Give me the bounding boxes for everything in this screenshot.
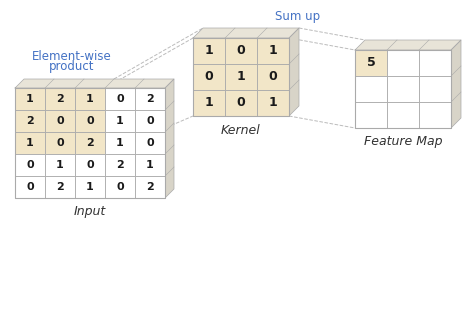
Bar bbox=[45, 154, 75, 176]
Bar bbox=[135, 88, 165, 110]
Text: 1: 1 bbox=[56, 160, 64, 170]
Bar bbox=[105, 88, 135, 110]
Text: 2: 2 bbox=[56, 94, 64, 104]
Bar bbox=[15, 154, 45, 176]
Bar bbox=[75, 176, 105, 198]
Text: 0: 0 bbox=[86, 116, 94, 126]
Text: 1: 1 bbox=[116, 138, 124, 148]
Polygon shape bbox=[289, 28, 299, 116]
Bar bbox=[193, 90, 225, 116]
Text: 0: 0 bbox=[237, 44, 246, 58]
Text: Element-wise: Element-wise bbox=[32, 50, 112, 63]
Bar bbox=[15, 88, 45, 110]
Text: 0: 0 bbox=[205, 71, 213, 83]
Text: 0: 0 bbox=[56, 138, 64, 148]
Bar bbox=[419, 50, 451, 76]
Text: 1: 1 bbox=[269, 44, 277, 58]
Bar bbox=[387, 76, 419, 102]
Text: 2: 2 bbox=[116, 160, 124, 170]
Polygon shape bbox=[355, 40, 461, 50]
Text: 1: 1 bbox=[205, 96, 213, 110]
Bar bbox=[355, 76, 387, 102]
Bar bbox=[135, 154, 165, 176]
Bar bbox=[257, 90, 289, 116]
Text: 1: 1 bbox=[86, 94, 94, 104]
Bar bbox=[387, 102, 419, 128]
Bar bbox=[225, 64, 257, 90]
Bar bbox=[75, 88, 105, 110]
Bar bbox=[257, 64, 289, 90]
Bar bbox=[193, 38, 289, 116]
Polygon shape bbox=[15, 79, 174, 88]
Bar bbox=[105, 132, 135, 154]
Bar bbox=[45, 110, 75, 132]
Text: 0: 0 bbox=[237, 96, 246, 110]
Text: 2: 2 bbox=[26, 116, 34, 126]
Bar bbox=[135, 132, 165, 154]
Text: 0: 0 bbox=[56, 116, 64, 126]
Bar bbox=[225, 90, 257, 116]
Bar bbox=[45, 132, 75, 154]
Text: Kernel: Kernel bbox=[221, 123, 261, 136]
Text: Sum up: Sum up bbox=[275, 10, 320, 23]
Text: product: product bbox=[49, 60, 95, 73]
Bar bbox=[75, 154, 105, 176]
Bar bbox=[257, 38, 289, 64]
Bar bbox=[419, 76, 451, 102]
Text: 0: 0 bbox=[26, 182, 34, 192]
Bar bbox=[15, 110, 45, 132]
Bar bbox=[45, 88, 75, 110]
Text: 0: 0 bbox=[116, 94, 124, 104]
Text: 2: 2 bbox=[56, 182, 64, 192]
Text: 1: 1 bbox=[205, 44, 213, 58]
Bar bbox=[75, 110, 105, 132]
Polygon shape bbox=[451, 40, 461, 128]
Polygon shape bbox=[165, 79, 174, 198]
Bar bbox=[419, 102, 451, 128]
Text: 0: 0 bbox=[146, 138, 154, 148]
Text: 2: 2 bbox=[146, 94, 154, 104]
Bar bbox=[355, 50, 451, 128]
Text: 1: 1 bbox=[269, 96, 277, 110]
Text: 1: 1 bbox=[146, 160, 154, 170]
Bar bbox=[15, 132, 45, 154]
Text: 1: 1 bbox=[237, 71, 246, 83]
Bar bbox=[105, 176, 135, 198]
Bar bbox=[193, 38, 225, 64]
Text: 0: 0 bbox=[146, 116, 154, 126]
Text: 1: 1 bbox=[86, 182, 94, 192]
Text: 2: 2 bbox=[146, 182, 154, 192]
Text: 0: 0 bbox=[269, 71, 277, 83]
Text: 5: 5 bbox=[366, 56, 375, 70]
Text: 0: 0 bbox=[86, 160, 94, 170]
Bar bbox=[15, 88, 165, 198]
Bar bbox=[387, 50, 419, 76]
Bar bbox=[355, 102, 387, 128]
Bar bbox=[225, 38, 257, 64]
Bar bbox=[75, 132, 105, 154]
Bar bbox=[193, 64, 225, 90]
Bar bbox=[135, 176, 165, 198]
Bar bbox=[45, 176, 75, 198]
Bar bbox=[355, 50, 387, 76]
Text: 1: 1 bbox=[116, 116, 124, 126]
Bar bbox=[135, 110, 165, 132]
Text: 0: 0 bbox=[26, 160, 34, 170]
Text: Input: Input bbox=[74, 205, 106, 219]
Text: 1: 1 bbox=[26, 138, 34, 148]
Bar bbox=[105, 110, 135, 132]
Text: 1: 1 bbox=[26, 94, 34, 104]
Polygon shape bbox=[193, 28, 299, 38]
Text: Feature Map: Feature Map bbox=[364, 135, 442, 148]
Text: 0: 0 bbox=[116, 182, 124, 192]
Bar bbox=[15, 176, 45, 198]
Bar bbox=[105, 154, 135, 176]
Text: 2: 2 bbox=[86, 138, 94, 148]
